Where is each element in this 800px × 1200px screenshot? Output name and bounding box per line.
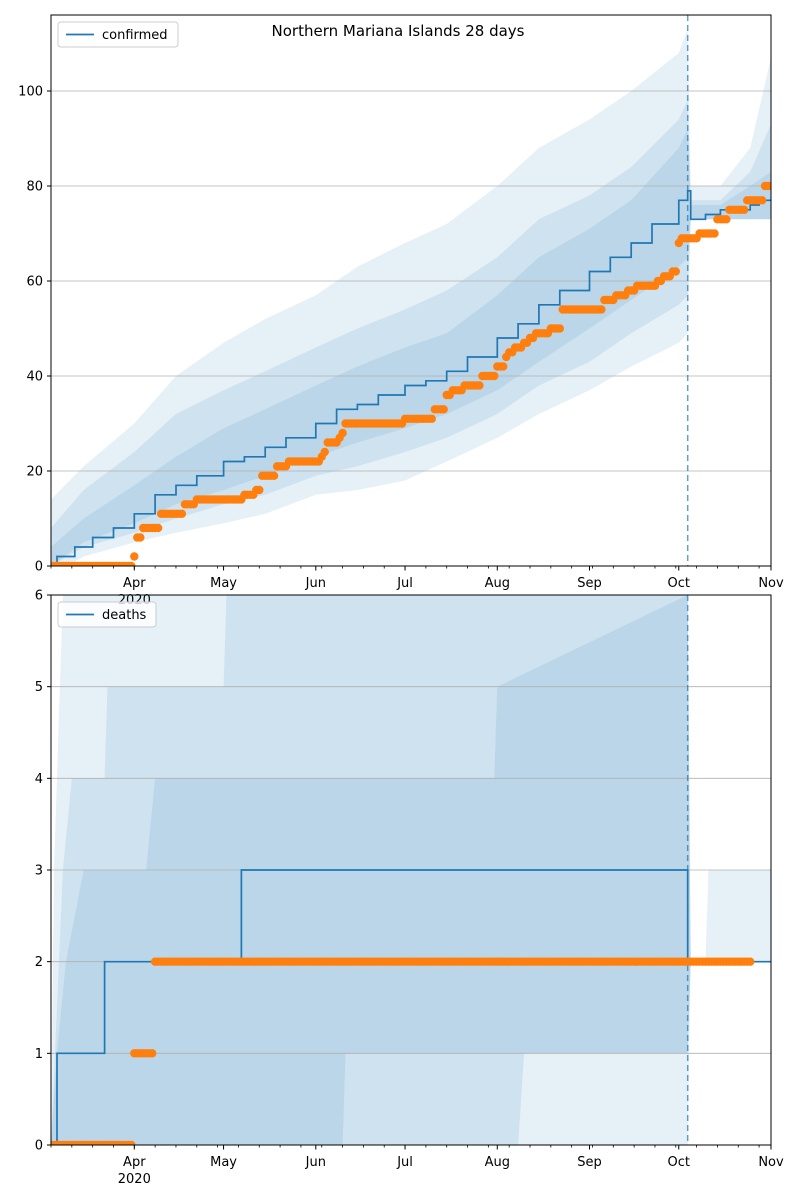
plot-area bbox=[51, 595, 771, 1145]
y-tick-label: 80 bbox=[26, 180, 43, 195]
observed-point bbox=[136, 533, 145, 542]
observed-point bbox=[499, 362, 508, 371]
y-tick-label: 0 bbox=[35, 560, 43, 575]
observed-point bbox=[177, 509, 187, 518]
y-tick-label: 100 bbox=[18, 85, 43, 100]
observed-point bbox=[597, 305, 606, 314]
legend: deaths bbox=[57, 601, 157, 628]
observed-point bbox=[439, 405, 448, 414]
x-tick-label: Jun bbox=[305, 1155, 326, 1170]
uncertainty-band-2 bbox=[51, 100, 771, 566]
y-tick-label: 4 bbox=[35, 772, 43, 787]
observed-point bbox=[746, 957, 755, 966]
chart-title: Northern Mariana Islands 28 days bbox=[272, 22, 525, 40]
y-tick-label: 5 bbox=[35, 680, 43, 695]
observed-point bbox=[127, 561, 136, 566]
y-tick-label: 6 bbox=[35, 589, 43, 604]
x-tick-label: Oct bbox=[668, 1155, 690, 1170]
observed-point bbox=[153, 523, 163, 533]
y-tick-label: 0 bbox=[35, 1139, 43, 1154]
x-tick-label: May bbox=[210, 576, 237, 591]
y-tick-label: 1 bbox=[35, 1047, 43, 1062]
observed-point bbox=[710, 229, 719, 238]
plot-area bbox=[51, 15, 771, 566]
deaths-observed-series bbox=[51, 957, 755, 1145]
x-tick-label: Sep bbox=[577, 576, 602, 591]
observed-point bbox=[766, 181, 771, 191]
observed-point bbox=[490, 371, 499, 381]
legend-label: confirmed bbox=[102, 28, 168, 43]
legend-box bbox=[57, 601, 157, 628]
y-tick-label: 60 bbox=[26, 275, 43, 290]
y-tick-label: 3 bbox=[35, 864, 43, 879]
observed-point bbox=[671, 267, 680, 276]
x-tick-label: Aug bbox=[485, 1155, 510, 1170]
x-tick-label: Jul bbox=[396, 1155, 413, 1170]
observed-point bbox=[757, 196, 767, 205]
uncertainty-band-1 bbox=[51, 29, 771, 566]
x-tick-label: May bbox=[210, 1155, 237, 1170]
axes-frame bbox=[50, 14, 772, 567]
x-tick-label: Jul bbox=[396, 576, 413, 591]
observed-point bbox=[269, 471, 279, 480]
legend-box bbox=[57, 21, 179, 48]
x-tick-label: Apr bbox=[123, 576, 146, 591]
x-tick-sublabel: 2020 bbox=[118, 1172, 151, 1187]
uncertainty-band-3 bbox=[51, 129, 771, 566]
observed-point bbox=[740, 205, 749, 214]
observed-point bbox=[722, 215, 731, 224]
legend-label: deaths bbox=[102, 608, 147, 623]
x-tick-label: Sep bbox=[577, 1155, 602, 1170]
deaths-panel: 0 1 2 3 4 5 6 Apr 2020 May Jun Jul Aug Sep Oct Nov death… bbox=[35, 589, 784, 1188]
y-tick-label: 2 bbox=[35, 955, 43, 970]
observed-point bbox=[148, 1049, 157, 1058]
confirmed-observed-series bbox=[51, 181, 771, 566]
x-tick-label: Nov bbox=[758, 1155, 784, 1170]
x-tick-label: Aug bbox=[485, 576, 510, 591]
observed-point bbox=[338, 428, 347, 438]
confirmed-model-line bbox=[51, 189, 771, 566]
observed-point bbox=[255, 485, 264, 495]
x-tick-label: Apr bbox=[123, 1155, 146, 1170]
x-tick-label: Nov bbox=[758, 576, 784, 591]
legend: confirmed bbox=[57, 21, 179, 48]
observed-point bbox=[475, 381, 484, 390]
observed-point bbox=[427, 414, 436, 423]
y-tick-label: 40 bbox=[26, 370, 43, 385]
x-tick-label: Jun bbox=[305, 576, 326, 591]
y-tick-label: 20 bbox=[26, 465, 43, 480]
observed-point bbox=[130, 552, 139, 561]
x-tick-label: Oct bbox=[668, 576, 690, 591]
observed-point bbox=[320, 447, 329, 457]
observed-point bbox=[555, 324, 564, 333]
observed-point bbox=[127, 1140, 136, 1145]
